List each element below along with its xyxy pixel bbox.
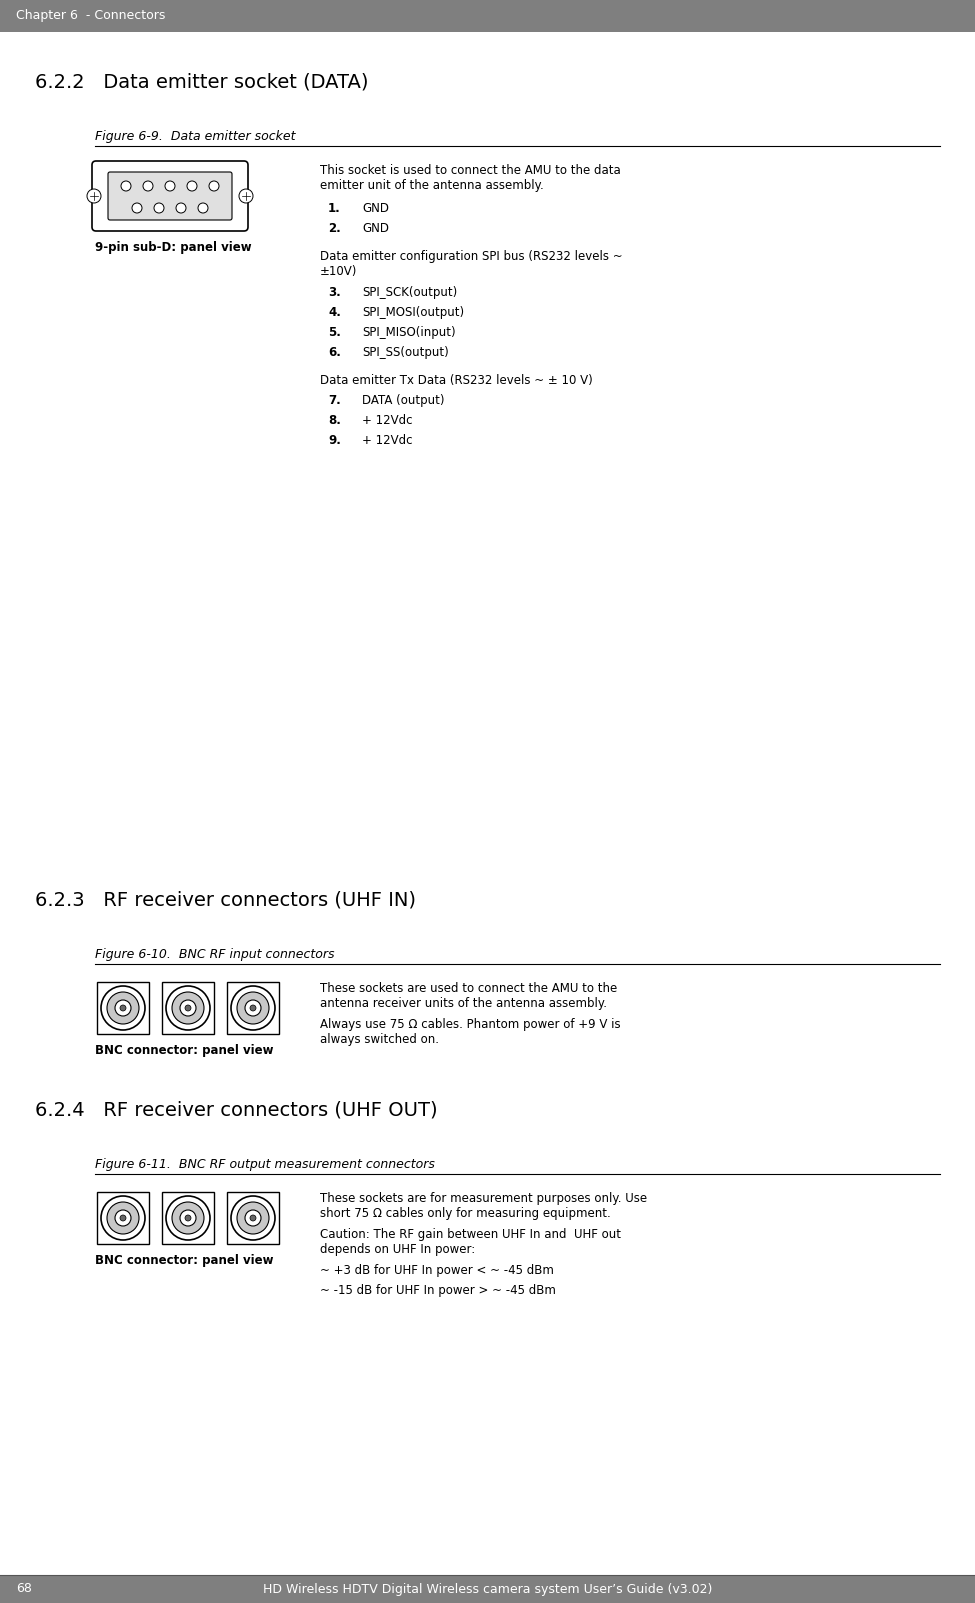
Text: Data emitter Tx Data (RS232 levels ~ ± 10 V): Data emitter Tx Data (RS232 levels ~ ± 1…	[320, 373, 593, 386]
FancyBboxPatch shape	[97, 1193, 149, 1244]
Circle shape	[239, 189, 253, 204]
Text: 6.2.4   RF receiver connectors (UHF OUT): 6.2.4 RF receiver connectors (UHF OUT)	[35, 1100, 438, 1119]
FancyBboxPatch shape	[92, 160, 248, 231]
Circle shape	[120, 1215, 126, 1221]
Circle shape	[185, 1005, 191, 1011]
Text: 8.: 8.	[328, 414, 341, 426]
Text: ~ -15 dB for UHF In power > ~ -45 dBm: ~ -15 dB for UHF In power > ~ -45 dBm	[320, 1284, 556, 1297]
Circle shape	[231, 1196, 275, 1241]
Text: 6.: 6.	[328, 346, 341, 359]
Circle shape	[172, 1202, 204, 1234]
Circle shape	[154, 204, 164, 213]
Circle shape	[245, 1000, 261, 1016]
Text: 5.: 5.	[328, 325, 341, 338]
Text: SPI_SCK(output): SPI_SCK(output)	[362, 285, 457, 300]
Circle shape	[107, 1202, 139, 1234]
Text: Figure 6-10.  BNC RF input connectors: Figure 6-10. BNC RF input connectors	[95, 947, 334, 962]
Circle shape	[180, 1000, 196, 1016]
Text: 4.: 4.	[328, 306, 341, 319]
Text: DATA (output): DATA (output)	[362, 394, 445, 407]
Text: 7.: 7.	[328, 394, 340, 407]
Circle shape	[165, 181, 175, 191]
Text: SPI_SS(output): SPI_SS(output)	[362, 346, 449, 359]
Bar	[0, 1576, 975, 1603]
Circle shape	[166, 1196, 210, 1241]
Circle shape	[209, 181, 219, 191]
Bar	[0, 0, 975, 32]
Circle shape	[245, 1210, 261, 1226]
Circle shape	[198, 204, 208, 213]
Circle shape	[132, 204, 142, 213]
Circle shape	[180, 1210, 196, 1226]
Text: 3.: 3.	[328, 285, 340, 300]
Text: SPI_MISO(input): SPI_MISO(input)	[362, 325, 455, 338]
Text: + 12Vdc: + 12Vdc	[362, 414, 412, 426]
Circle shape	[250, 1215, 256, 1221]
Text: SPI_MOSI(output): SPI_MOSI(output)	[362, 306, 464, 319]
Text: 68: 68	[16, 1582, 32, 1595]
Circle shape	[107, 992, 139, 1024]
Text: 6.2.2   Data emitter socket (DATA): 6.2.2 Data emitter socket (DATA)	[35, 72, 369, 91]
Circle shape	[172, 992, 204, 1024]
Circle shape	[166, 986, 210, 1031]
Circle shape	[250, 1005, 256, 1011]
FancyBboxPatch shape	[162, 1193, 214, 1244]
FancyBboxPatch shape	[97, 983, 149, 1034]
Circle shape	[176, 204, 186, 213]
Text: Figure 6-9.  Data emitter socket: Figure 6-9. Data emitter socket	[95, 130, 295, 143]
Text: 9-pin sub-D: panel view: 9-pin sub-D: panel view	[95, 240, 252, 253]
FancyBboxPatch shape	[108, 172, 232, 220]
Text: GND: GND	[362, 221, 389, 236]
Text: Always use 75 Ω cables. Phantom power of +9 V is
always switched on.: Always use 75 Ω cables. Phantom power of…	[320, 1018, 621, 1047]
Text: ~ +3 dB for UHF In power < ~ -45 dBm: ~ +3 dB for UHF In power < ~ -45 dBm	[320, 1265, 554, 1278]
Text: These sockets are for measurement purposes only. Use
short 75 Ω cables only for : These sockets are for measurement purpos…	[320, 1193, 647, 1220]
Circle shape	[115, 1000, 131, 1016]
Text: 9.: 9.	[328, 434, 341, 447]
Circle shape	[115, 1210, 131, 1226]
Text: GND: GND	[362, 202, 389, 215]
Text: These sockets are used to connect the AMU to the
antenna receiver units of the a: These sockets are used to connect the AM…	[320, 983, 617, 1010]
Text: BNC connector: panel view: BNC connector: panel view	[95, 1254, 274, 1266]
Text: Figure 6-11.  BNC RF output measurement connectors: Figure 6-11. BNC RF output measurement c…	[95, 1157, 435, 1172]
Text: This socket is used to connect the AMU to the data
emitter unit of the antenna a: This socket is used to connect the AMU t…	[320, 164, 621, 192]
Circle shape	[185, 1215, 191, 1221]
Circle shape	[101, 1196, 145, 1241]
Text: 2.: 2.	[328, 221, 340, 236]
Text: BNC connector: panel view: BNC connector: panel view	[95, 1044, 274, 1056]
Text: Caution: The RF gain between UHF In and  UHF out
depends on UHF In power:: Caution: The RF gain between UHF In and …	[320, 1228, 621, 1257]
Text: HD Wireless HDTV Digital Wireless camera system User’s Guide (v3.02): HD Wireless HDTV Digital Wireless camera…	[263, 1582, 712, 1595]
Circle shape	[101, 986, 145, 1031]
Circle shape	[143, 181, 153, 191]
Text: 1.: 1.	[328, 202, 340, 215]
Circle shape	[237, 992, 269, 1024]
Circle shape	[120, 1005, 126, 1011]
FancyBboxPatch shape	[227, 1193, 279, 1244]
Circle shape	[231, 986, 275, 1031]
Circle shape	[237, 1202, 269, 1234]
Text: Data emitter configuration SPI bus (RS232 levels ~
±10V): Data emitter configuration SPI bus (RS23…	[320, 250, 623, 277]
Circle shape	[87, 189, 101, 204]
Circle shape	[187, 181, 197, 191]
FancyBboxPatch shape	[227, 983, 279, 1034]
FancyBboxPatch shape	[162, 983, 214, 1034]
Text: Chapter 6  - Connectors: Chapter 6 - Connectors	[16, 10, 166, 22]
Circle shape	[121, 181, 131, 191]
Text: + 12Vdc: + 12Vdc	[362, 434, 412, 447]
Text: 6.2.3   RF receiver connectors (UHF IN): 6.2.3 RF receiver connectors (UHF IN)	[35, 890, 416, 909]
